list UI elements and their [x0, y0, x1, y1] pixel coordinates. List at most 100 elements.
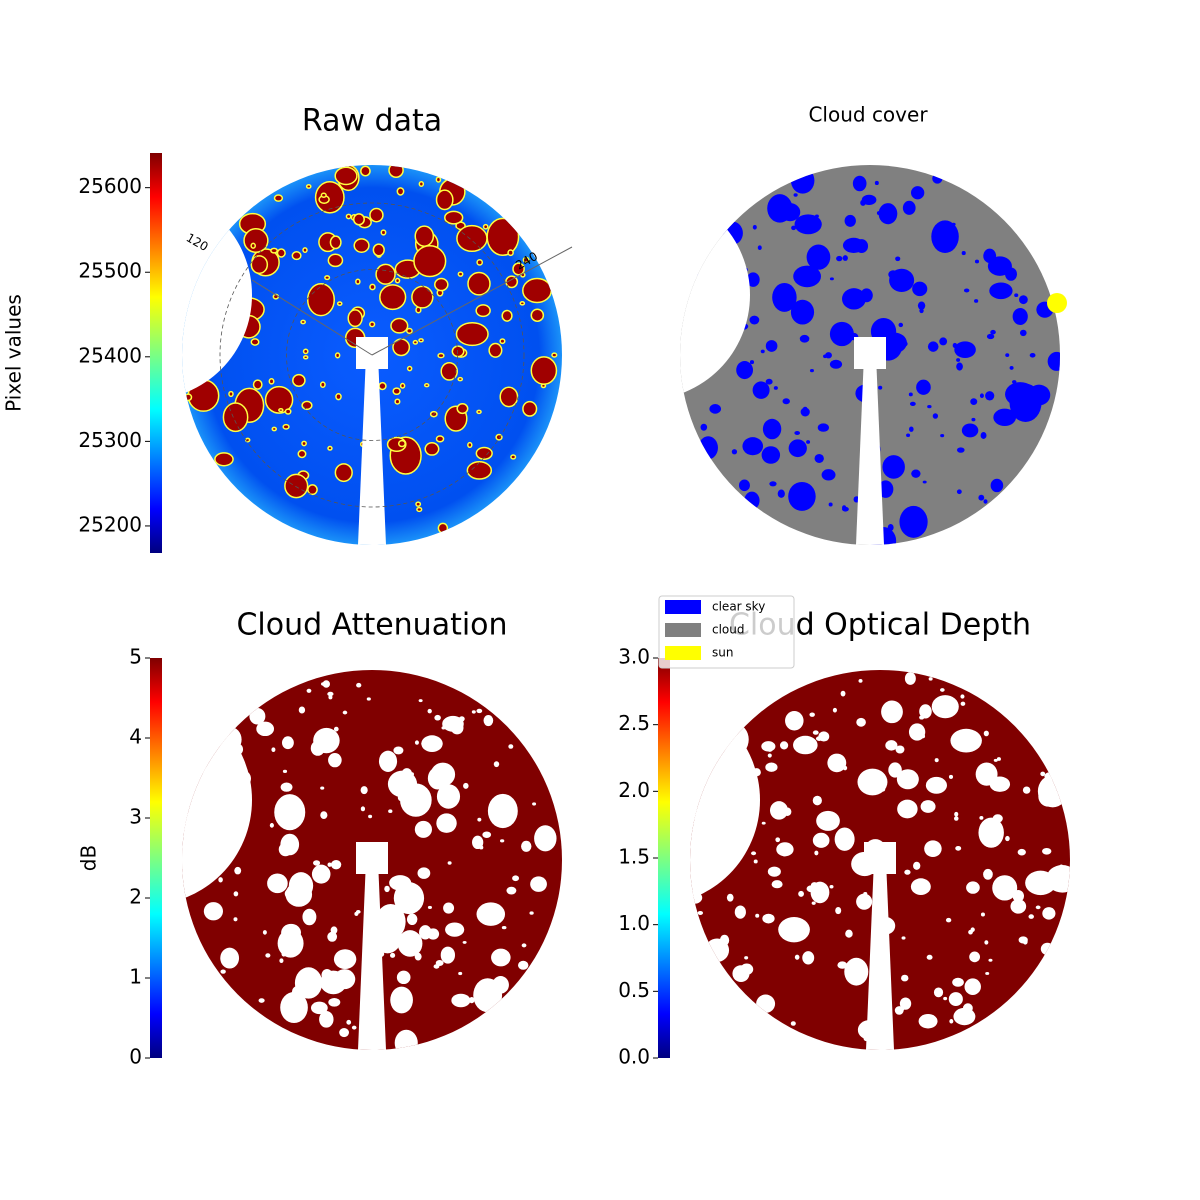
cloud-gap [989, 282, 1013, 300]
cloud-gap [842, 255, 848, 261]
cloud-gap [301, 440, 307, 447]
cloud-gap [827, 753, 847, 773]
colorbar [658, 658, 670, 1058]
cloud-gap [956, 358, 961, 362]
cloud-gap [360, 786, 368, 795]
colorbar-tick-label: 4 [129, 725, 142, 749]
cloud-gap [456, 403, 469, 415]
cloud-gap [476, 708, 483, 714]
cloud-gap [726, 893, 734, 902]
cloud-gap [482, 831, 492, 838]
cloud-gap [434, 277, 449, 292]
cloud-gap [828, 502, 833, 507]
cloud-gap [390, 317, 409, 334]
cloud-gap [912, 281, 928, 297]
cloud-gap [899, 1006, 905, 1011]
cloud-gap [960, 701, 966, 706]
colorbar-tick-label: 3.0 [618, 645, 650, 669]
cloud-gap [769, 801, 788, 820]
cloud-gap [878, 385, 883, 390]
cloud-gap [444, 210, 464, 225]
cloud-gap [785, 711, 804, 731]
cloud-gap [765, 378, 773, 385]
cloud-gap [832, 707, 837, 713]
sky-image [690, 670, 1070, 1050]
cloud-gap [931, 695, 959, 719]
cloud-gap [889, 268, 915, 292]
cloud-gap [734, 905, 746, 919]
cloud-gap [940, 688, 945, 692]
colorbar-label: dB [77, 845, 101, 871]
cloud-gap [771, 880, 783, 889]
cloud-gap [1014, 293, 1019, 298]
cloud-gap [328, 998, 341, 1007]
cloud-gap [705, 938, 730, 962]
cloud-gap [927, 341, 939, 352]
cloud-gap [282, 423, 290, 430]
cloud-gap [532, 802, 537, 806]
cloud-gap [233, 891, 239, 897]
cloud-gap [909, 426, 914, 432]
cloud-gap [1019, 295, 1028, 305]
cloud-gap [472, 835, 484, 850]
cloud-gap [267, 873, 288, 894]
cloud-gap [284, 887, 302, 900]
cloud-gap [917, 381, 925, 389]
cloud-gap [1009, 366, 1014, 370]
colorbar-tick-label: 3 [129, 805, 142, 829]
arm-mask [358, 860, 386, 1050]
cloud-gap [790, 1021, 796, 1026]
cloud-gap [369, 321, 376, 328]
legend-label: clear sky [712, 600, 765, 614]
cloud-gap [835, 906, 842, 915]
cloud-gap [282, 769, 288, 773]
cloud-gap [982, 768, 987, 774]
colorbar-label: Pixel values [2, 294, 26, 412]
cloud-gap [234, 866, 242, 875]
cloud-gap [262, 930, 267, 935]
cloud-gap [427, 708, 432, 714]
cloud-gap [214, 452, 234, 467]
cloud-gap [698, 436, 718, 460]
cloud-gap [806, 244, 831, 270]
cloud-gap [292, 373, 306, 388]
cloud-gap [456, 224, 488, 253]
cloud-gap [988, 958, 993, 962]
cloud-gap [989, 776, 1011, 792]
cloud-gap [447, 861, 452, 865]
cloud-gap [250, 255, 269, 275]
cloud-gap [925, 776, 947, 794]
cloud-gap [1009, 383, 1042, 422]
cloud-gap [256, 721, 275, 737]
colorbar [150, 153, 162, 553]
cloud-gap [301, 400, 313, 411]
cloud-gap [258, 998, 265, 1003]
cloud-gap [505, 275, 519, 289]
cloud-gap [901, 974, 909, 982]
cloud-gap [793, 265, 821, 288]
cloud-gap [327, 253, 344, 268]
cloud-gap [399, 382, 406, 389]
cloud-gap [396, 970, 411, 985]
cloud-gap [368, 814, 373, 819]
cloud-gap [895, 256, 901, 262]
cloud-gap [394, 1029, 418, 1050]
cloud-gap [327, 931, 338, 942]
cloud-gap [776, 842, 794, 857]
cloud-gap [749, 360, 755, 365]
cloud-gap [811, 901, 816, 905]
cloud-gap [400, 783, 432, 817]
cloud-gap [779, 741, 789, 750]
cloud-gap [951, 222, 956, 226]
cloud-gap [397, 439, 406, 448]
colorbar-tick-label: 1.0 [618, 911, 650, 935]
cloud-gap [390, 986, 413, 1014]
cloud-gap [360, 165, 371, 177]
cloud-gap [551, 352, 558, 358]
cloud-gap [486, 217, 520, 257]
cloud-gap [806, 440, 811, 444]
cloud-gap [844, 214, 856, 227]
cloud-gap [992, 875, 1018, 901]
cloud-gap [435, 960, 444, 967]
colorbar-tick-label: 5 [129, 645, 142, 669]
